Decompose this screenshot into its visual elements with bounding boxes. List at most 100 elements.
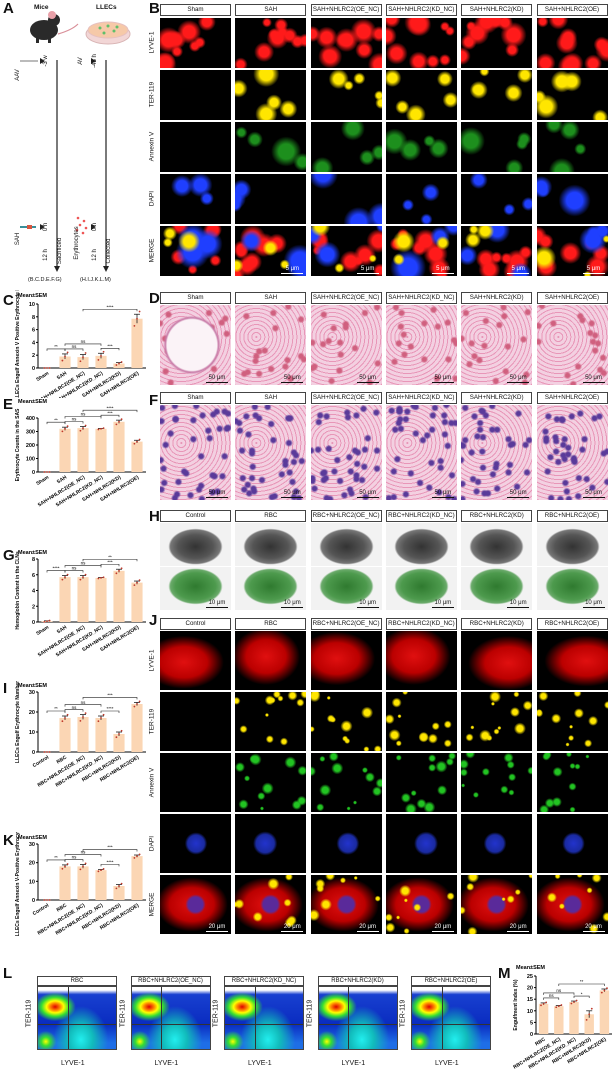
significance-label: ns (81, 412, 87, 417)
significance-label: *** (107, 559, 113, 564)
fluorescence-image-merge: 5 μm (461, 226, 533, 276)
data-point (43, 471, 46, 473)
tem-image-pseudocolor: 10 μm (235, 567, 307, 610)
bar (584, 1014, 594, 1034)
bar (95, 355, 107, 368)
gate-line-vertical (254, 987, 256, 1049)
x-tick-label: Sham (35, 474, 50, 487)
flow-density-plot (317, 986, 398, 1050)
scale-bar: 20 μm (507, 923, 530, 932)
fluorescence-image-dapi (536, 814, 608, 873)
bar (77, 717, 89, 752)
fluorescence-image-lyve (536, 631, 608, 690)
bar (131, 856, 143, 900)
histology-image-cln: 50 μm (235, 405, 307, 500)
bar (599, 990, 610, 1034)
fluorescence-image-dapi (536, 174, 608, 224)
y-tick-label: 6 (32, 328, 35, 334)
aav-label: AAV (15, 69, 21, 81)
y-tick-label: 300 (26, 430, 35, 436)
data-point (138, 700, 141, 703)
significance-bracket (558, 983, 605, 986)
bar (113, 421, 125, 472)
gate-line-horizontal (131, 1024, 210, 1026)
data-point (97, 359, 100, 361)
scale-bar: 5 μm (281, 266, 304, 274)
y-tick-label: 20 (29, 861, 35, 867)
fluorescence-image-ter (160, 692, 231, 751)
timeline-graphics (20, 11, 131, 272)
bar (95, 870, 107, 900)
bar (113, 363, 125, 368)
stat-label: Mean±SEM (18, 399, 47, 405)
scale-bar-label: 20 μm (283, 923, 301, 930)
scale-bar: 50 μm (356, 490, 379, 498)
scale-bar-label: 50 μm (434, 489, 452, 496)
fluorescence-image-ter (461, 692, 533, 751)
bar-chart-C: Mean±SEM 0 2 4 6 8 10 LLECs Engulf Annexin V Po… (15, 290, 146, 398)
significance-label: **** (52, 566, 59, 571)
flow-density-plot (224, 986, 304, 1050)
column-header-f: SAH+NHLRC2(OE_NC) (310, 392, 382, 404)
scale-bar: 50 μm (507, 489, 530, 498)
column-header-h: Control (160, 510, 231, 522)
culture-dish-icon (85, 21, 131, 45)
bar (59, 866, 71, 900)
data-point (555, 1006, 558, 1009)
mouse-icon (30, 11, 79, 43)
fluorescence-image-lyve (310, 631, 382, 690)
significance-bracket (100, 414, 120, 418)
bar-chart-I: Mean±SEM 0 10 20 30 LLECs Engulf Erythrocyte … (15, 681, 146, 789)
scale-bar: 50 μm (206, 490, 228, 498)
significance-label: ns (81, 561, 87, 566)
flow-x-axis-label: LYVE-1 (341, 1060, 366, 1067)
y-axis-label: Engulfment Index (%) (513, 979, 519, 1030)
collected-label: Collected (106, 238, 112, 264)
data-point (118, 420, 120, 423)
fluorescence-image-lyve (461, 631, 533, 690)
data-point (61, 359, 64, 362)
stat-label: Mean±SEM (516, 965, 545, 971)
significance-label: ** (108, 554, 112, 559)
fluorescence-image-lyve (536, 18, 608, 68)
bar (59, 356, 71, 368)
data-point (590, 1007, 593, 1010)
erythrocytes-icon (75, 216, 88, 235)
significance-bracket (64, 565, 102, 568)
data-point (84, 424, 87, 427)
significance-label: **** (106, 860, 113, 865)
y-tick-label: 2 (32, 353, 35, 359)
bar (569, 1001, 579, 1034)
y-tick-label: 30 (29, 690, 35, 696)
fluorescence-image-merge: 5 μm (385, 226, 457, 276)
histology-image-cln: 50 μm (160, 405, 231, 500)
scale-bar: 10 μm (281, 600, 304, 608)
scale-bar: 10 μm (431, 600, 454, 608)
significance-bracket (46, 710, 66, 713)
significance-bracket (46, 348, 66, 351)
fluorescence-image-annexin (310, 753, 382, 812)
x-tick-label: Sham (35, 370, 50, 383)
cells-time-minus48h: -48 h (92, 54, 98, 68)
significance-bracket (64, 859, 84, 862)
fluorescence-image-ter (385, 692, 457, 751)
fluorescence-image-merge: 5 μm (536, 226, 608, 276)
significance-label: *** (107, 410, 113, 415)
data-point (97, 720, 100, 723)
fluorescence-image-annexin (235, 753, 307, 812)
data-point (66, 425, 69, 428)
data-point (133, 705, 136, 708)
histology-image-sas: 50 μm (461, 305, 533, 385)
scale-bar-label: 10 μm (359, 599, 376, 606)
scale-bar-label: 50 μm (509, 489, 527, 496)
data-point (138, 579, 141, 582)
significance-bracket (46, 570, 66, 573)
flow-x-axis-label: LYVE-1 (435, 1060, 459, 1067)
row-label-b: TER-119 (148, 81, 156, 108)
scale-bar-label: 20 μm (509, 923, 527, 930)
x-tick-label: SAH (56, 474, 68, 485)
gate-line-horizontal (38, 1024, 116, 1026)
fluorescence-image-merge: 20 μm (461, 875, 533, 934)
y-tick-label: 100 (26, 457, 35, 463)
data-point (102, 350, 105, 353)
